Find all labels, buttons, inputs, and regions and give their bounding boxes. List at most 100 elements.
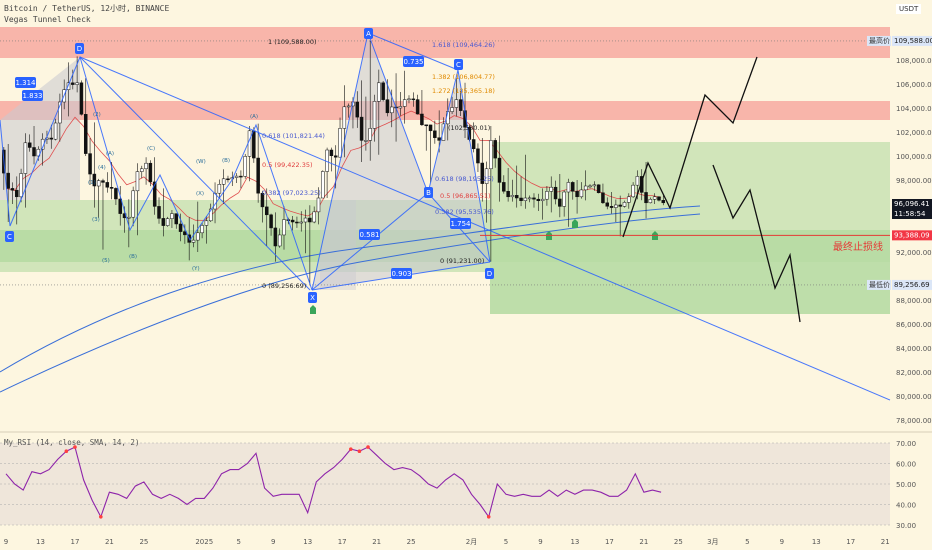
candle: [260, 190, 265, 223]
bullish-projection-path: [622, 56, 758, 238]
candle-body: [583, 185, 588, 191]
candle-body: [273, 227, 278, 247]
candle: [359, 80, 364, 162]
candle-body: [109, 187, 114, 189]
candle-body: [191, 239, 196, 243]
ratio-badge[interactable]: 0.735: [403, 56, 424, 67]
candle: [502, 175, 506, 194]
point-badge-c[interactable]: C: [5, 231, 14, 242]
candle: [355, 91, 360, 128]
candle-body: [19, 173, 23, 198]
wave-label: (A): [250, 114, 258, 120]
fib-level-label: 1.382 (106,804.77): [432, 73, 495, 81]
candle-body: [566, 182, 571, 193]
pattern-fill-right: [312, 33, 490, 290]
candle-body: [415, 99, 420, 115]
fib-level-label: 0.5 (96,865.51): [440, 192, 491, 200]
candle: [49, 124, 54, 149]
point-badge-c-bg: [5, 231, 14, 242]
candle-body: [234, 175, 239, 178]
candle-body: [282, 219, 286, 236]
candle: [558, 174, 562, 218]
rsi-overbought-marker: [357, 449, 362, 454]
candle: [58, 93, 62, 142]
candle: [114, 187, 118, 206]
ratio-badge-text: 1.314: [15, 79, 36, 87]
candle-body: [428, 124, 433, 132]
point-badge-x[interactable]: X: [308, 292, 317, 303]
candle-body: [131, 190, 135, 218]
support-zone-deep: [490, 262, 890, 314]
wave-label: (W): [196, 159, 206, 165]
date-tick-label: 5: [745, 538, 749, 546]
candle-body: [338, 128, 342, 158]
candle: [325, 147, 329, 198]
candle: [549, 176, 553, 213]
candle: [157, 197, 161, 224]
candle-body: [295, 221, 299, 224]
candle: [338, 117, 342, 158]
ratio-badge[interactable]: 1.833: [22, 90, 43, 101]
point-badge-d-text: D: [487, 270, 492, 278]
candle-body: [390, 106, 394, 114]
candle: [601, 183, 605, 204]
candle-body: [558, 198, 562, 207]
point-badge-a[interactable]: A: [364, 28, 373, 39]
point-badge-c[interactable]: C: [454, 59, 463, 70]
candle: [308, 205, 312, 285]
candle: [239, 170, 243, 189]
candle: [10, 182, 15, 204]
point-badge-a-bg: [364, 28, 373, 39]
ratio-badge-bg: [359, 229, 380, 240]
high-value-tag-text: 109,588.00: [894, 37, 932, 45]
candle: [368, 40, 372, 161]
candle: [15, 176, 19, 225]
candle: [221, 169, 226, 204]
candle-body: [592, 184, 597, 187]
candle: [545, 186, 549, 206]
candle: [75, 56, 79, 93]
rsi-overbought-marker: [366, 445, 370, 449]
wave-label: (3): [92, 217, 100, 223]
currency-selector[interactable]: USDT: [896, 4, 922, 14]
pattern-left-xabcd: [0, 56, 311, 291]
point-badge-d[interactable]: D: [75, 43, 84, 54]
candle-body: [510, 195, 515, 198]
candle-body: [506, 191, 510, 198]
rsi-tick-label: 40.00: [896, 502, 916, 510]
candle: [523, 154, 528, 209]
candle-body: [161, 218, 166, 226]
ratio-badge[interactable]: 1.754: [450, 218, 471, 229]
candle-body: [661, 200, 666, 204]
candle-body: [575, 191, 579, 198]
candle: [450, 96, 454, 114]
candle: [618, 195, 622, 237]
candle: [329, 147, 334, 172]
candle-body: [247, 130, 252, 157]
candle: [23, 133, 28, 208]
candle-body: [622, 202, 627, 207]
candle: [458, 91, 463, 117]
candle-body: [588, 185, 592, 188]
ratio-badge[interactable]: 0.581: [359, 229, 380, 240]
candle-body: [342, 106, 347, 129]
candle-body: [71, 82, 75, 85]
ratio-badge[interactable]: 0.903: [391, 268, 412, 279]
candle: [536, 193, 541, 211]
point-badge-d[interactable]: D: [485, 268, 494, 279]
candle: [295, 216, 299, 228]
candle: [652, 193, 657, 204]
buy-signal-marker: [310, 305, 316, 314]
point-badge-b[interactable]: B: [424, 187, 433, 198]
candle-body: [571, 182, 575, 192]
candle-body: [385, 99, 390, 114]
candle: [407, 95, 411, 104]
candle: [402, 70, 407, 124]
candle-body: [105, 182, 110, 188]
ratio-badge[interactable]: 1.314: [15, 77, 36, 88]
candle-body: [627, 196, 631, 203]
candle-body: [152, 181, 157, 207]
candle-body: [609, 206, 614, 208]
candle: [269, 213, 273, 236]
